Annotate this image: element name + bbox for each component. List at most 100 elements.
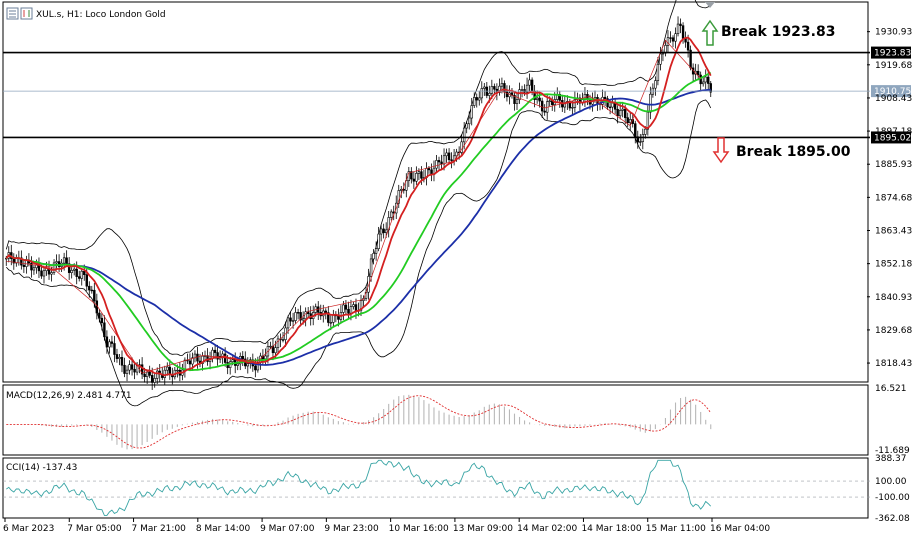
- candle-body: [709, 83, 712, 93]
- break-up-annotation: Break 1923.83: [701, 19, 835, 46]
- candle-body: [535, 97, 539, 100]
- candle-body: [40, 270, 43, 277]
- candle-body: [644, 128, 647, 135]
- x-tick-label: 8 Mar 14:00: [196, 524, 251, 534]
- candle-body: [543, 110, 546, 113]
- candle-body: [236, 363, 239, 366]
- price-tag-label: 1895.02: [874, 133, 911, 143]
- candle-body: [196, 353, 199, 362]
- candle-body: [518, 89, 521, 100]
- symbol-icons: [6, 7, 33, 20]
- candle-body: [621, 108, 624, 111]
- candle-body: [289, 317, 292, 322]
- candle-body: [352, 304, 355, 307]
- candle-body: [616, 108, 619, 117]
- candle-body: [286, 317, 290, 329]
- candle-body: [382, 228, 385, 234]
- candle-body: [254, 365, 257, 371]
- candle-body: [384, 229, 388, 234]
- candle-body: [608, 106, 612, 109]
- ma-line-30: [5, 71, 712, 372]
- candle-body: [294, 312, 297, 321]
- candle-body: [367, 276, 370, 293]
- candle-body: [397, 190, 400, 204]
- cci-y-label: -100.00: [875, 493, 910, 503]
- candle-body: [342, 304, 345, 313]
- price-tag-bg: [871, 46, 911, 59]
- candle-body: [276, 338, 280, 348]
- candle-body: [483, 86, 486, 89]
- candle-body: [656, 63, 660, 81]
- scroll-marker-icon[interactable]: [705, 2, 715, 8]
- candle-body: [176, 369, 179, 372]
- candle-body: [332, 314, 335, 323]
- candle-body: [120, 357, 124, 366]
- candle-body: [475, 97, 478, 101]
- candle-body: [156, 370, 159, 379]
- break-down-annotation: Break 1895.00: [712, 137, 851, 164]
- candle-body: [30, 262, 33, 271]
- candle-body: [462, 127, 466, 143]
- candle-body: [417, 171, 421, 174]
- candle-body: [634, 123, 637, 138]
- x-tick-label: 14 Mar 02:00: [517, 524, 577, 534]
- break-down-label: Break 1895.00: [736, 144, 851, 160]
- candle-body: [525, 84, 529, 93]
- candle-body: [618, 110, 622, 117]
- candle-body: [445, 152, 448, 157]
- candle-body: [143, 373, 146, 378]
- candle-body: [629, 119, 632, 124]
- candle-body: [488, 92, 491, 96]
- macd-y-label: 16.521: [875, 384, 907, 394]
- macd-panel-frame: [2, 384, 869, 456]
- candle-body: [654, 80, 657, 89]
- candle-body: [400, 189, 403, 191]
- candle-body: [686, 41, 690, 51]
- candle-body: [148, 371, 151, 376]
- y-tick-label: 1885.93: [875, 160, 912, 170]
- candle-body: [105, 336, 109, 348]
- candle-body: [440, 161, 443, 165]
- candle-body: [80, 270, 83, 279]
- y-tick-label: 1863.43: [875, 227, 912, 237]
- bb-lower-line: [6, 99, 712, 407]
- macd-title: MACD(12,26,9) 2.481 4.771: [6, 391, 132, 401]
- x-tick-label: 9 Mar 07:00: [260, 524, 315, 534]
- y-tick-label: 1874.68: [875, 193, 912, 203]
- y-tick-label: 1852.18: [875, 260, 912, 270]
- candle-body: [639, 141, 642, 143]
- chart-type-icon[interactable]: [20, 7, 33, 20]
- candle-body: [659, 53, 662, 65]
- candle-body: [32, 267, 36, 271]
- horizontal-levels: 1923.83 1910.75 1895.02: [3, 46, 911, 144]
- candle-body: [470, 105, 473, 119]
- candle-body: [420, 171, 423, 179]
- candle-body: [571, 107, 574, 109]
- cci-series: 388.37 100.00 -100.00 -362.08: [3, 454, 910, 524]
- candle-body: [246, 363, 249, 367]
- macd-y-label: -11.689: [875, 446, 910, 456]
- candle-body: [520, 89, 524, 91]
- candle-body: [103, 322, 106, 338]
- candle-body: [150, 375, 154, 383]
- candle-body: [578, 97, 582, 104]
- candle-body: [191, 357, 194, 365]
- candle-body: [301, 318, 305, 321]
- candle-body: [281, 339, 285, 341]
- candle-body: [374, 248, 378, 254]
- cci-line: [6, 459, 712, 516]
- candle-body: [324, 310, 327, 313]
- y-tick-label: 1908.43: [875, 94, 912, 104]
- candle-body: [558, 93, 561, 101]
- candle-body: [412, 178, 416, 182]
- candle-body: [100, 317, 104, 324]
- candle-body: [681, 25, 685, 39]
- x-tick-label: 10 Mar 16:00: [389, 524, 449, 534]
- bb-upper-line: [5, 0, 711, 356]
- candle-body: [22, 264, 26, 267]
- cci-y-label: 100.00: [875, 477, 907, 487]
- candle-body: [500, 83, 504, 87]
- candle-body: [611, 102, 614, 108]
- arrow-down-icon: [712, 137, 730, 164]
